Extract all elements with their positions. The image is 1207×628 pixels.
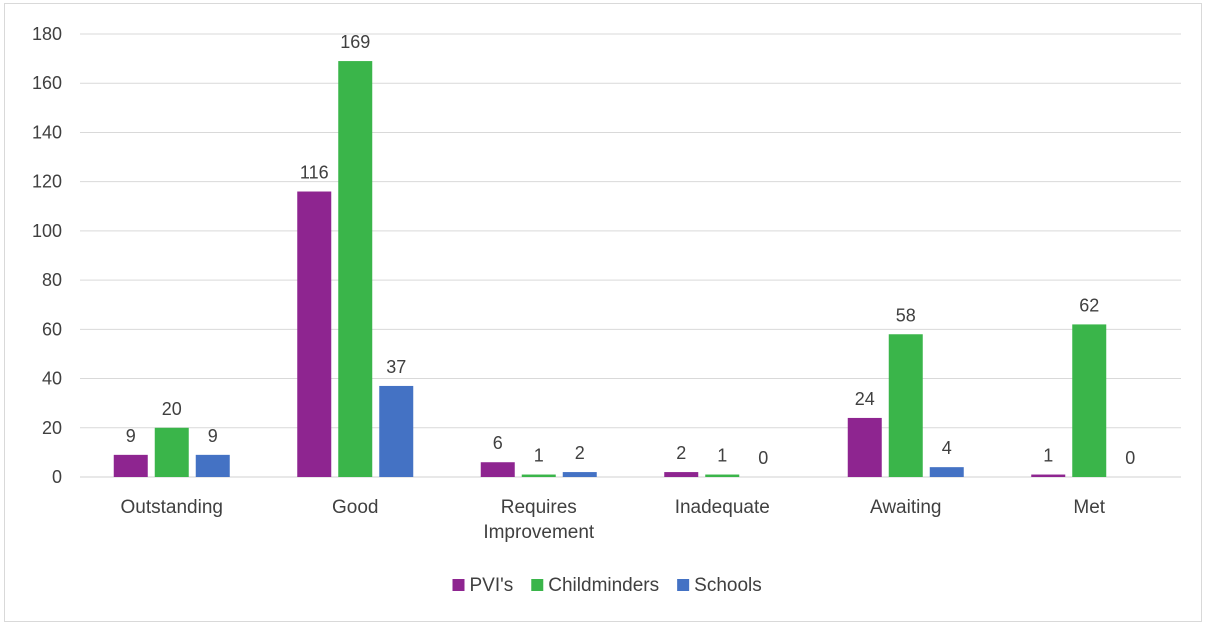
- legend-swatch: [677, 579, 690, 591]
- data-label: 62: [1079, 295, 1099, 315]
- data-label: 1: [534, 446, 544, 466]
- y-tick-label: 40: [42, 369, 62, 389]
- bar[interactable]: [521, 474, 556, 477]
- data-label: 4: [942, 438, 952, 458]
- legend-label: PVI's: [470, 575, 514, 596]
- gridlines: [80, 33, 1181, 478]
- legend-label: Childminders: [548, 575, 659, 596]
- bars: [113, 61, 1107, 477]
- data-label: 2: [676, 443, 686, 463]
- legend-item[interactable]: Schools: [677, 575, 762, 596]
- x-tick-label: Met: [1073, 497, 1105, 518]
- y-tick-label: 80: [42, 270, 62, 290]
- data-label: 6: [493, 433, 503, 453]
- legend-label: Schools: [694, 575, 762, 596]
- y-tick-label: 160: [32, 73, 62, 93]
- y-tick-label: 60: [42, 319, 62, 339]
- bar[interactable]: [562, 472, 597, 477]
- legend[interactable]: PVI's Childminders Schools: [452, 575, 762, 596]
- legend-swatch: [531, 579, 544, 591]
- bar[interactable]: [480, 462, 515, 477]
- x-axis: Outstanding Good Requires Improvement Inadeq…: [121, 497, 1106, 543]
- bar[interactable]: [154, 427, 189, 477]
- data-label: 2: [575, 443, 585, 463]
- bar[interactable]: [1031, 474, 1066, 477]
- data-label: 0: [1125, 448, 1135, 468]
- data-label: 37: [386, 357, 406, 377]
- bar[interactable]: [1072, 324, 1107, 477]
- bar[interactable]: [338, 61, 373, 477]
- chart-frame: 0 20 40 60 80 100 120 140 160 180 9 20 9 116 169 37 6 1 2…: [4, 3, 1202, 622]
- x-tick-label: Outstanding: [121, 497, 223, 518]
- data-label: 9: [126, 426, 136, 446]
- data-label: 0: [758, 448, 768, 468]
- legend-swatch: [452, 579, 465, 591]
- bar[interactable]: [929, 467, 964, 477]
- bar[interactable]: [113, 454, 148, 477]
- bar[interactable]: [705, 474, 740, 477]
- y-tick-label: 0: [52, 467, 62, 487]
- y-tick-label: 180: [32, 24, 62, 44]
- data-label: 116: [300, 163, 329, 183]
- x-tick-label: Requires Improvement: [483, 497, 595, 543]
- legend-item[interactable]: Childminders: [531, 575, 659, 596]
- data-label: 58: [896, 305, 916, 325]
- bar[interactable]: [379, 385, 414, 477]
- data-label: 24: [855, 389, 875, 409]
- data-labels: 9 20 9 116 169 37 6 1 2 2 1 0 24 58 4 1 62 0: [126, 32, 1136, 468]
- bar[interactable]: [664, 472, 699, 477]
- y-tick-label: 120: [32, 172, 62, 192]
- y-tick-label: 100: [32, 221, 62, 241]
- x-tick-label: Awaiting: [870, 497, 941, 518]
- data-label: 1: [717, 446, 727, 466]
- y-axis: 0 20 40 60 80 100 120 140 160 180: [32, 24, 62, 487]
- y-tick-label: 20: [42, 418, 62, 438]
- bar[interactable]: [847, 417, 882, 477]
- y-tick-label: 140: [32, 122, 62, 142]
- bar[interactable]: [297, 191, 332, 477]
- data-label: 20: [162, 399, 182, 419]
- x-tick-label: Inadequate: [675, 497, 770, 518]
- data-label: 9: [208, 426, 218, 446]
- x-tick-label: Good: [332, 497, 378, 518]
- bar[interactable]: [195, 454, 230, 477]
- data-label: 1: [1043, 446, 1053, 466]
- legend-item[interactable]: PVI's: [452, 575, 514, 596]
- data-label: 169: [340, 32, 370, 52]
- bar[interactable]: [888, 334, 923, 477]
